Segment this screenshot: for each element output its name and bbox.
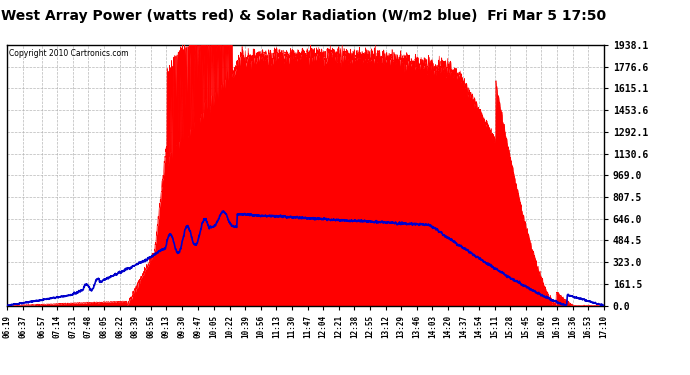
Text: Copyright 2010 Cartronics.com: Copyright 2010 Cartronics.com [9,49,128,58]
Text: West Array Power (watts red) & Solar Radiation (W/m2 blue)  Fri Mar 5 17:50: West Array Power (watts red) & Solar Rad… [1,9,606,23]
